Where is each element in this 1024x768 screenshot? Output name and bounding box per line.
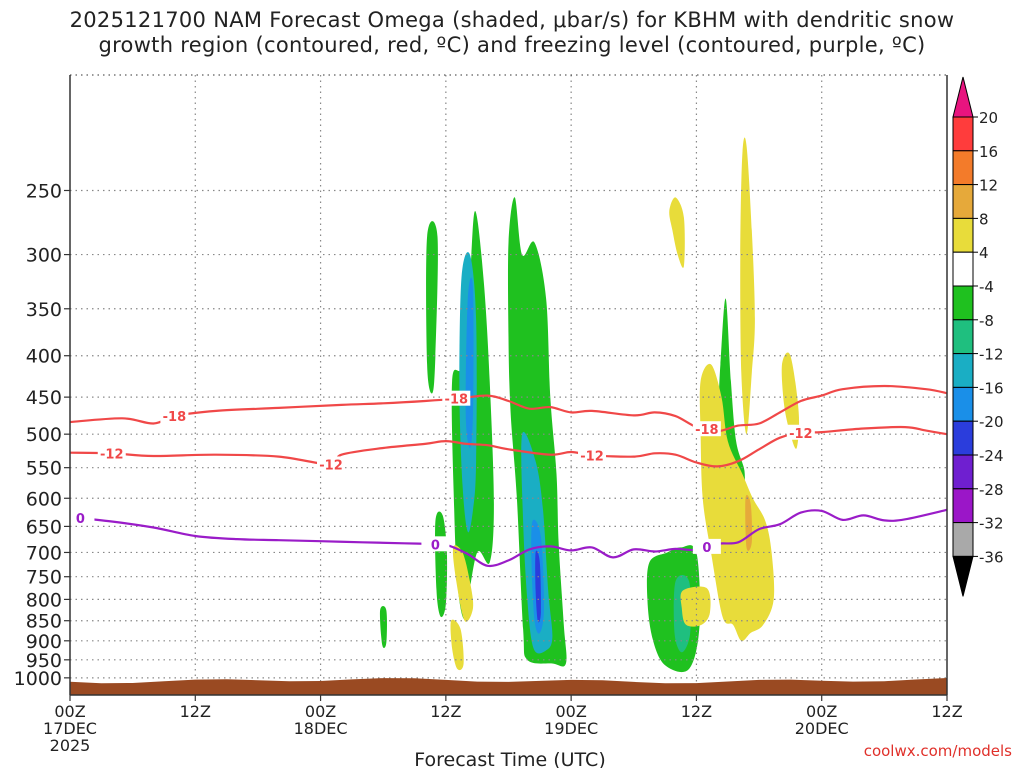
omega-region-yellow-right — [781, 352, 800, 449]
contour-minus-12C — [69, 425, 948, 468]
omega-region-purple-core-b — [535, 550, 541, 623]
contour-label-bg — [442, 390, 471, 406]
colorbar-top-arrow — [952, 76, 974, 118]
colorbar-label-2: 12 — [979, 177, 998, 195]
y-tick-label-600: 600 — [26, 488, 62, 510]
colorbar-label-3: 8 — [979, 210, 989, 228]
colorbar-label-13: -36 — [979, 548, 1004, 566]
colorbar-segment-8 — [952, 386, 974, 422]
colorbar-label-4: 4 — [979, 244, 989, 262]
contour-label-bg — [692, 421, 721, 437]
y-tick-label-800: 800 — [26, 589, 62, 611]
colorbar-segment-9 — [952, 420, 974, 456]
colorbar-segment-3 — [952, 217, 974, 253]
y-tick-label-350: 350 — [26, 299, 62, 321]
contour-label-bg — [97, 445, 126, 461]
y-tick-label-550: 550 — [26, 458, 62, 480]
contour-label-bg — [692, 538, 721, 554]
contour-label-zero-C-1: 0 — [431, 538, 440, 553]
y-tick-label-750: 750 — [26, 567, 62, 589]
contour-label-minus-12C-3: -12 — [789, 427, 813, 442]
y-tick-label-650: 650 — [26, 516, 62, 538]
colorbar-segment-5 — [952, 285, 974, 321]
omega-region-yellow-mid — [452, 545, 474, 622]
contour-minus-18C — [69, 384, 948, 433]
x-tick-label-84-0: 12Z — [931, 702, 962, 721]
colorbar-segment-2 — [952, 184, 974, 219]
y-tick-label-500: 500 — [26, 424, 62, 446]
x-tick-label-24-1: 18DEC — [294, 719, 348, 738]
colorbar-label-8: -16 — [979, 379, 1004, 397]
contour-label-minus-18C-2: -18 — [695, 423, 719, 438]
colorbar-label-7: -12 — [979, 346, 1004, 364]
contour-label-bg — [317, 456, 346, 472]
x-tick-label-0-1: 17DEC — [43, 719, 97, 738]
y-tick-label-300: 300 — [26, 245, 62, 267]
omega-region-green-column-a — [426, 221, 438, 394]
x-tick-label-60-0: 12Z — [681, 702, 712, 721]
y-tick-label-850: 850 — [26, 611, 62, 633]
colorbar-label-11: -28 — [979, 481, 1004, 499]
colorbar-segment-11 — [952, 488, 974, 524]
contour-label-minus-18C-0: -18 — [163, 410, 187, 425]
contour-label-minus-12C-1: -12 — [319, 458, 343, 473]
terrain-band — [70, 678, 947, 695]
omega-region-yellow-low — [450, 619, 464, 671]
omega-region-green-blob-small — [379, 606, 387, 649]
y-tick-label-250: 250 — [26, 180, 62, 202]
omega-region-green-column-c — [507, 197, 567, 667]
chart-title-line-2: growth region (contoured, red, ºC) and f… — [98, 33, 926, 57]
contour-label-bg — [421, 536, 450, 552]
contour-label-minus-18C-1: -18 — [445, 393, 469, 408]
colorbar-label-0: 20 — [979, 109, 998, 127]
colorbar-segment-10 — [952, 454, 974, 490]
y-tick-label-450: 450 — [26, 387, 62, 409]
contour-label-bg — [578, 447, 607, 463]
omega-region-yellow-top — [669, 197, 685, 268]
x-tick-label-0-0: 00Z — [54, 702, 85, 721]
x-tick-label-72-0: 00Z — [806, 702, 837, 721]
contour-zero-C — [69, 508, 948, 568]
contour-label-bg — [786, 424, 815, 440]
y-tick-label-400: 400 — [26, 346, 62, 368]
contour-label-minus-12C-2: -12 — [580, 449, 604, 464]
y-tick-label-900: 900 — [26, 631, 62, 653]
contour-label-bg — [66, 510, 95, 526]
contour-label-minus-12C-0: -12 — [100, 447, 124, 462]
x-tick-label-36-0: 12Z — [430, 702, 461, 721]
x-tick-label-72-1: 20DEC — [795, 719, 849, 738]
colorbar-label-12: -32 — [979, 515, 1004, 533]
y-tick-label-700: 700 — [26, 542, 62, 564]
x-tick-label-24-0: 00Z — [305, 702, 336, 721]
contour-label-zero-C-0: 0 — [76, 512, 85, 527]
colorbar-segment-4 — [952, 251, 974, 287]
colorbar-segment-12 — [952, 522, 974, 557]
colorbar-segment-7 — [952, 353, 974, 388]
colorbar-label-5: -4 — [979, 278, 994, 296]
colorbar-bottom-arrow — [952, 555, 974, 597]
contour-label-zero-C-2: 0 — [702, 541, 711, 556]
x-tick-label-48-0: 00Z — [555, 702, 586, 721]
y-tick-label-950: 950 — [26, 650, 62, 672]
colorbar-label-9: -20 — [979, 413, 1004, 431]
omega-region-yellow-small-right — [680, 586, 711, 627]
colorbar-segment-6 — [952, 319, 974, 355]
x-tick-label-0-2: 2025 — [50, 736, 91, 755]
colorbar-segment-0 — [952, 116, 974, 152]
omega-region-yellow-tall — [740, 137, 755, 435]
credit-link[interactable]: coolwx.com/models — [863, 742, 1012, 760]
colorbar-label-6: -8 — [979, 312, 994, 330]
x-tick-label-48-1: 19DEC — [544, 719, 598, 738]
x-tick-label-12-0: 12Z — [180, 702, 211, 721]
chart-title-line-1: 2025121700 NAM Forecast Omega (shaded, μ… — [69, 8, 955, 32]
y-tick-label-1000: 1000 — [14, 668, 62, 690]
colorbar-label-10: -24 — [979, 447, 1004, 465]
x-axis-label: Forecast Time (UTC) — [414, 749, 605, 768]
colorbar-segment-1 — [952, 150, 974, 186]
colorbar-label-1: 16 — [979, 143, 998, 161]
contour-label-bg — [160, 408, 189, 424]
